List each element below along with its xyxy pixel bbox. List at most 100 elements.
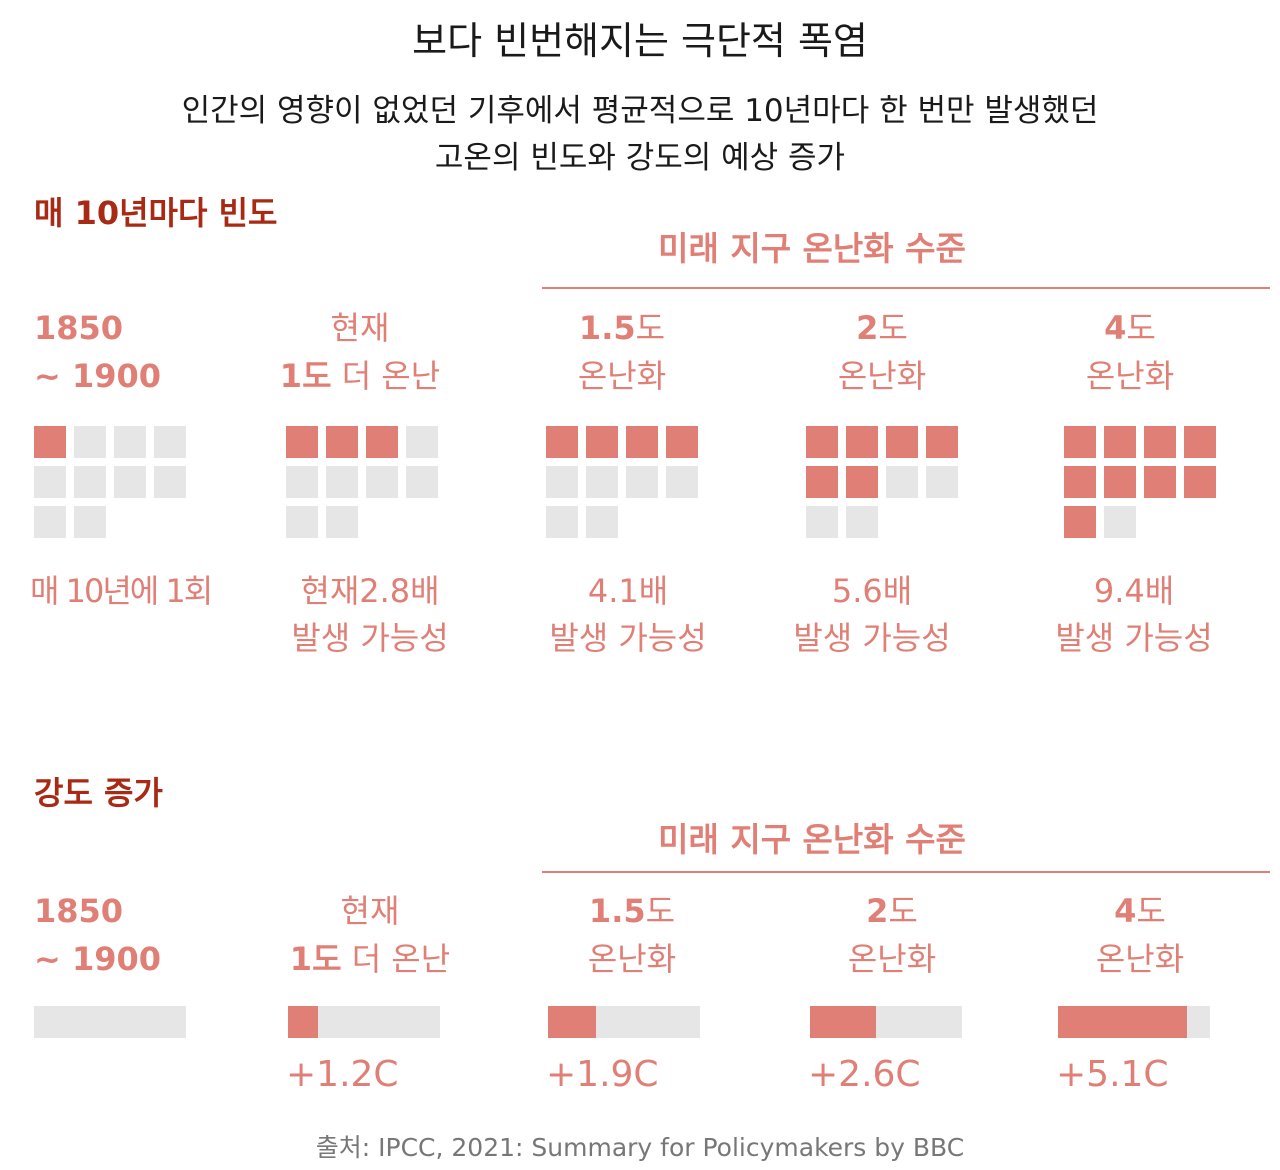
frequency-label-line-1: 1850 [34, 304, 254, 352]
intensity-label-unit: 도 [888, 892, 918, 930]
intensity-label-number: 현재 [340, 892, 400, 930]
frequency-square-empty [74, 506, 106, 538]
intensity-future-heading: 미래 지구 온난화 수준 [658, 820, 966, 859]
frequency-square-filled [586, 426, 618, 458]
frequency-note: 9.4배 발생 가능성 [1014, 568, 1254, 662]
frequency-note-multiplier: 현재2.8배 [300, 572, 440, 610]
intensity-label-line-2: 온난화 [522, 935, 742, 983]
frequency-square-empty [406, 426, 438, 458]
frequency-square-empty [926, 466, 958, 498]
intensity-bar-track [1058, 1006, 1210, 1038]
frequency-label-number: 2 [856, 309, 879, 347]
frequency-square-empty [546, 506, 578, 538]
frequency-label-line-1: 2도 [772, 304, 992, 352]
intensity-label-text: 온난화 [587, 940, 677, 978]
frequency-square-filled [806, 466, 838, 498]
intensity-bar-fill [548, 1006, 596, 1038]
intensity-label-unit: 도 [1136, 892, 1166, 930]
frequency-note-likelihood: 발생 가능성 [1055, 619, 1213, 657]
frequency-square-filled [1184, 466, 1216, 498]
frequency-square-empty [286, 506, 318, 538]
intensity-value-label: +1.2C [286, 1054, 399, 1095]
intensity-label-line-2: ~ 1900 [34, 935, 254, 983]
frequency-square-empty [154, 466, 186, 498]
frequency-future-divider [542, 287, 1270, 289]
frequency-note-multiplier: 5.6배 [831, 572, 913, 610]
frequency-square-empty [74, 466, 106, 498]
frequency-label-line-2: 1도 더 온난 [250, 352, 470, 400]
frequency-square-filled [1104, 426, 1136, 458]
intensity-column-label: 1850 ~ 1900 [34, 887, 254, 983]
frequency-square-filled [846, 426, 878, 458]
frequency-column-label: 현재 1도 더 온난 [250, 304, 470, 400]
intensity-label-number: 1.5 [588, 892, 646, 930]
frequency-label-number: 1.5 [578, 309, 636, 347]
intensity-label-line-1: 4도 [1030, 887, 1250, 935]
frequency-note-likelihood: 발생 가능성 [291, 619, 449, 657]
intensity-label-text: ~ 1900 [34, 940, 162, 978]
subtitle-line-1: 인간의 영향이 없었던 기후에서 평균적으로 10년마다 한 번만 발생했던 [181, 93, 1099, 129]
frequency-square-empty [114, 466, 146, 498]
intensity-label-line-1: 1.5도 [522, 887, 742, 935]
frequency-square-empty [586, 506, 618, 538]
chart-subtitle: 인간의 영향이 없었던 기후에서 평균적으로 10년마다 한 번만 발생했던 고… [40, 88, 1240, 182]
frequency-label-unit: 도 [878, 309, 908, 347]
intensity-label-line-2: 온난화 [1030, 935, 1250, 983]
frequency-column-label: 1.5도 온난화 [512, 304, 732, 400]
intensity-label-number: 1850 [34, 892, 124, 930]
frequency-square-filled [846, 466, 878, 498]
intensity-column-label: 현재 1도 더 온난 [260, 887, 480, 983]
frequency-square-filled [546, 426, 578, 458]
frequency-square-filled [626, 426, 658, 458]
frequency-label-number: 4 [1104, 309, 1127, 347]
frequency-square-empty [846, 506, 878, 538]
frequency-label-text: 온난화 [837, 357, 927, 395]
chart-title: 보다 빈번해지는 극단적 폭염 [412, 19, 868, 63]
frequency-note-multiplier: 4.1배 [587, 572, 669, 610]
intensity-bar-fill [810, 1006, 876, 1038]
frequency-square-filled [1104, 466, 1136, 498]
frequency-square-empty [406, 466, 438, 498]
frequency-label-degree: 1도 [279, 357, 332, 395]
frequency-section-heading: 매 10년마다 빈도 [34, 194, 278, 232]
frequency-label-line-2: 온난화 [1020, 352, 1240, 400]
frequency-square-empty [74, 426, 106, 458]
intensity-bar-fill [1058, 1006, 1187, 1038]
frequency-label-line-2: ~ 1900 [34, 352, 254, 400]
intensity-label-text: 온난화 [847, 940, 937, 978]
frequency-square-empty [546, 466, 578, 498]
intensity-bar-track [34, 1006, 186, 1038]
intensity-label-degree: 1도 [289, 940, 342, 978]
frequency-square-empty [154, 426, 186, 458]
frequency-note-multiplier: 매 10년에 1회 [30, 572, 213, 610]
frequency-note: 4.1배 발생 가능성 [508, 568, 748, 662]
frequency-square-filled [1144, 466, 1176, 498]
frequency-square-filled [366, 426, 398, 458]
intensity-bar-track [288, 1006, 440, 1038]
frequency-square-empty [286, 466, 318, 498]
intensity-label-line-1: 2도 [782, 887, 1002, 935]
frequency-square-empty [886, 466, 918, 498]
frequency-square-filled [1064, 466, 1096, 498]
frequency-square-empty [114, 426, 146, 458]
intensity-label-number: 2 [866, 892, 889, 930]
frequency-label-line-1: 현재 [250, 304, 470, 352]
frequency-square-empty [34, 466, 66, 498]
frequency-label-unit: 도 [635, 309, 666, 347]
intensity-value-label: +1.9C [546, 1054, 659, 1095]
frequency-square-filled [1064, 506, 1096, 538]
intensity-label-unit: 도 [645, 892, 676, 930]
frequency-square-filled [34, 426, 66, 458]
frequency-label-text: ~ 1900 [34, 357, 162, 395]
frequency-square-empty [626, 466, 658, 498]
subtitle-line-2: 고온의 빈도와 강도의 예상 증가 [434, 140, 846, 176]
frequency-square-filled [326, 426, 358, 458]
frequency-label-unit: 도 [1126, 309, 1156, 347]
intensity-label-number: 4 [1114, 892, 1137, 930]
intensity-value-label: +2.6C [808, 1054, 921, 1095]
intensity-future-divider [542, 871, 1270, 873]
frequency-label-line-2: 온난화 [772, 352, 992, 400]
